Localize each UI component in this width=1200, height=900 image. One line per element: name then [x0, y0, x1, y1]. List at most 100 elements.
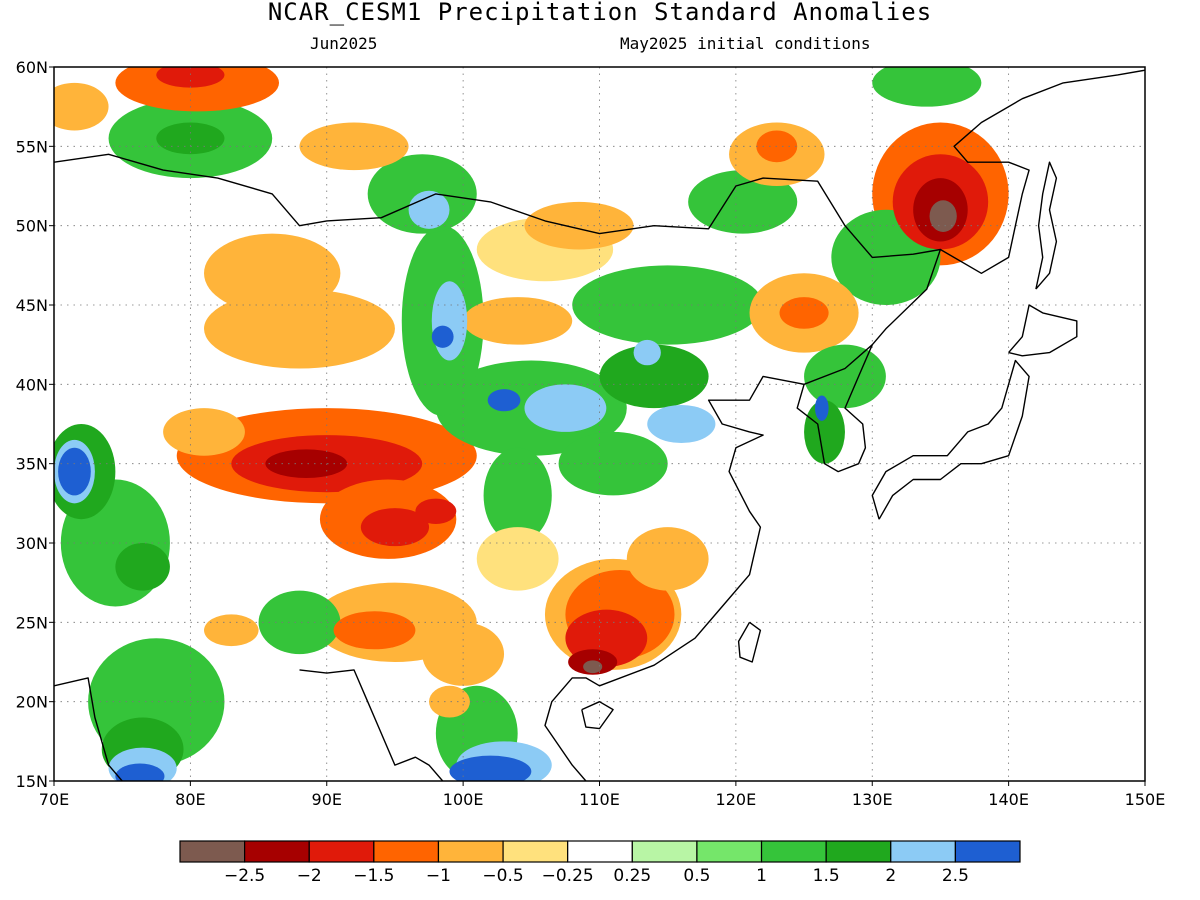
coastline	[1008, 304, 1078, 357]
anomaly-region	[572, 265, 764, 345]
anomaly-region	[422, 622, 505, 686]
lon-tick-label: 80E	[175, 790, 205, 809]
anomaly-region	[408, 190, 450, 229]
lon-tick-label: 110E	[579, 790, 620, 809]
anomaly-region	[115, 763, 165, 781]
lat-tick-label: 55N	[16, 137, 48, 156]
lat-tick-label: 15N	[16, 772, 48, 791]
anomaly-region	[872, 67, 982, 107]
coastline	[1035, 161, 1058, 290]
anomaly-shading-layer	[54, 67, 1145, 781]
lat-tick-label: 35N	[16, 455, 48, 474]
anomaly-region	[487, 389, 521, 412]
lon-tick-label: 140E	[988, 790, 1029, 809]
colorbar-swatch	[760, 840, 827, 863]
anomaly-region	[779, 297, 829, 329]
colorbar-swatch	[696, 840, 763, 863]
initial-conditions-label: May2025 initial conditions	[620, 34, 871, 53]
coastline	[581, 701, 614, 730]
anomaly-region	[258, 590, 341, 655]
anomaly-region	[204, 614, 259, 647]
anomaly-region	[524, 384, 607, 432]
colorbar-label: 2	[885, 866, 896, 886]
colorbar-label: 0.25	[613, 866, 651, 886]
lon-tick-label: 90E	[312, 790, 342, 809]
colorbar-swatch	[437, 840, 504, 863]
coastline	[54, 677, 123, 781]
lat-tick-label: 40N	[16, 375, 48, 394]
anomaly-blobs	[54, 67, 1009, 781]
colorbar-swatch	[373, 840, 440, 863]
lon-tick-label: 100E	[443, 790, 484, 809]
anomaly-region	[431, 325, 454, 348]
colorbar-swatch	[631, 840, 698, 863]
longitude-axis: 70E 80E 90E 100E 110E 120E 130E 140E 150E	[39, 781, 1166, 809]
lon-tick-label: 70E	[39, 790, 69, 809]
colorbar-label: −2	[297, 866, 322, 886]
colorbar-label: −0.5	[482, 866, 523, 886]
lat-tick-label: 20N	[16, 693, 48, 712]
anomaly-region	[463, 297, 573, 345]
coastline	[796, 344, 873, 473]
colorbar-swatch	[502, 840, 569, 863]
anomaly-region	[929, 200, 957, 233]
lat-tick-label: 45N	[16, 296, 48, 315]
colorbar-label: 0.5	[683, 866, 710, 886]
coastline	[940, 69, 1145, 274]
anomaly-region	[633, 339, 661, 366]
anomaly-region	[163, 408, 245, 456]
anomaly-region	[58, 447, 91, 496]
anomaly-region	[524, 201, 634, 250]
colorbar-swatch	[825, 840, 892, 863]
colorbar-label: 1	[756, 866, 767, 886]
anomaly-region	[415, 498, 457, 524]
lat-tick-label: 25N	[16, 613, 48, 632]
anomaly-region	[360, 508, 430, 547]
lat-tick-label: 60N	[16, 58, 48, 77]
colorbar-swatch	[308, 840, 375, 863]
lon-tick-label: 150E	[1125, 790, 1166, 809]
anomaly-region	[115, 543, 170, 591]
colorbar-label: −0.25	[542, 866, 594, 886]
anomaly-region	[431, 281, 468, 361]
anomaly-region	[804, 400, 845, 464]
colorbar-swatch	[954, 840, 1021, 863]
colorbar-swatch	[244, 840, 310, 863]
colorbar-swatch	[890, 840, 956, 863]
anomaly-region	[804, 344, 886, 409]
anomaly-region	[583, 660, 603, 674]
anomaly-region	[647, 404, 716, 444]
forecast-month-label: Jun2025	[310, 34, 378, 53]
colorbar-label: −2.5	[224, 866, 265, 886]
anomaly-region	[483, 447, 552, 543]
anomaly-region	[333, 611, 416, 650]
anomaly-region	[115, 67, 279, 112]
anomaly-region	[599, 344, 709, 409]
coastline	[871, 359, 1030, 520]
anomaly-region	[476, 527, 559, 591]
colorbar-label: 2.5	[942, 866, 969, 886]
coastlines	[54, 69, 1145, 781]
anomaly-region	[156, 67, 225, 88]
lon-tick-label: 120E	[716, 790, 757, 809]
lon-tick-label: 130E	[852, 790, 893, 809]
anomaly-region	[204, 233, 341, 313]
anomaly-region	[449, 755, 532, 781]
anomaly-region	[429, 685, 470, 718]
colorbar-label: 1.5	[813, 866, 840, 886]
anomaly-region	[814, 395, 829, 421]
colorbar-label: −1	[426, 866, 451, 886]
colorbar-legend: −2.5 −2 −1.5 −1 −0.5 −0.25 0.25 0.5 1 1.5 2 2.5	[179, 840, 1021, 886]
latitude-axis: 60N 55N 50N 45N 40N 35N 30N 25N 20N 15N	[16, 58, 54, 791]
anomaly-region	[54, 82, 109, 131]
lat-tick-label: 50N	[16, 217, 48, 236]
colorbar-label: −1.5	[353, 866, 394, 886]
coastline	[299, 669, 444, 781]
anomaly-region	[626, 527, 709, 591]
coastline	[737, 621, 762, 663]
colorbar-swatch	[567, 840, 633, 863]
anomaly-region	[156, 122, 225, 155]
lat-tick-label: 30N	[16, 534, 48, 553]
colorbar-swatch	[179, 840, 246, 863]
